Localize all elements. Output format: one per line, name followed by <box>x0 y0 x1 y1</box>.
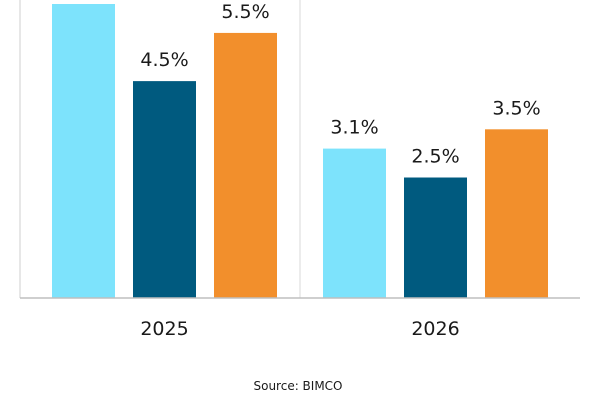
data-label-2025-series-3: 5.5% <box>221 1 269 23</box>
bar-2026-series-3 <box>485 129 548 298</box>
data-labels: 4.5% 5.5% 3.1% 2.5% 3.5% <box>140 1 540 168</box>
bar-2025-series-3 <box>214 32 277 299</box>
bar-2025-series-2 <box>133 81 196 299</box>
data-label-2026-series-3: 3.5% <box>492 97 540 119</box>
x-tick-label-2026: 2026 <box>411 318 459 340</box>
x-tick-label-2025: 2025 <box>140 318 188 340</box>
data-label-2025-series-2: 4.5% <box>140 49 188 71</box>
source-note: Source: BIMCO <box>253 379 342 393</box>
bars <box>52 4 548 299</box>
axes: 2025 2026 <box>19 0 580 340</box>
bar-2025-series-1 <box>52 4 115 298</box>
data-label-2026-series-1: 3.1% <box>330 117 378 139</box>
data-label-2026-series-2: 2.5% <box>411 146 459 168</box>
bar-2026-series-2 <box>404 177 467 298</box>
bar-2026-series-1 <box>323 148 386 298</box>
